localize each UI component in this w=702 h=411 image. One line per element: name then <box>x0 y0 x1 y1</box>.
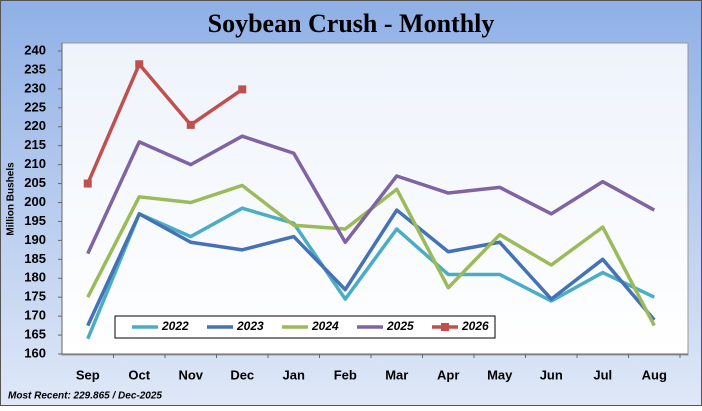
y-tick-label: 170 <box>24 308 46 323</box>
x-tick-label: Dec <box>230 367 254 382</box>
y-tick-label: 225 <box>24 99 46 114</box>
x-tick-label: Mar <box>385 367 408 382</box>
y-tick-label: 180 <box>24 270 46 285</box>
legend-label: 2024 <box>311 319 339 333</box>
x-tick-label: May <box>487 367 513 382</box>
series-line <box>86 208 656 327</box>
legend-label: 2022 <box>161 319 189 333</box>
y-axis-label: Million Bushels <box>6 162 17 236</box>
y-tick-label: 235 <box>24 61 46 76</box>
point-marker <box>135 60 144 69</box>
legend-label: 2026 <box>461 319 489 333</box>
x-tick-label: Jun <box>540 367 563 382</box>
y-tick-label: 160 <box>24 345 46 360</box>
y-tick-label: 195 <box>24 213 46 228</box>
y-tick-label: 205 <box>24 175 46 190</box>
point-marker <box>83 179 92 188</box>
x-tick-label: Jan <box>283 367 305 382</box>
y-tick-label: 210 <box>24 156 46 171</box>
y-tick-label: 185 <box>24 251 46 266</box>
footnote: Most Recent: 229.865 / Dec-2025 <box>8 391 162 402</box>
x-tick-label: Apr <box>437 367 459 382</box>
y-tick-label: 230 <box>24 80 46 95</box>
x-tick-label: Aug <box>642 367 667 382</box>
legend-marker <box>441 323 449 331</box>
legend-label: 2025 <box>386 319 414 333</box>
y-tick-label: 175 <box>24 289 46 304</box>
y-tick-label: 165 <box>24 327 46 342</box>
y-tick-label: 240 <box>24 42 46 57</box>
y-tick-label: 215 <box>24 137 46 152</box>
series-line <box>86 62 244 185</box>
series-line <box>86 206 656 340</box>
x-tick-label: Jul <box>593 367 612 382</box>
x-tick-label: Oct <box>128 367 150 382</box>
y-tick-label: 190 <box>24 232 46 247</box>
series-line <box>86 134 656 255</box>
y-tick-label: 200 <box>24 194 46 209</box>
point-marker <box>238 85 247 94</box>
x-tick-label: Sep <box>76 367 100 382</box>
y-tick-label: 220 <box>24 118 46 133</box>
x-tick-label: Feb <box>334 367 357 382</box>
point-marker <box>186 120 195 129</box>
legend-label: 2023 <box>236 319 264 333</box>
x-tick-label: Nov <box>178 367 203 382</box>
chart-title: Soybean Crush - Monthly <box>208 9 495 38</box>
